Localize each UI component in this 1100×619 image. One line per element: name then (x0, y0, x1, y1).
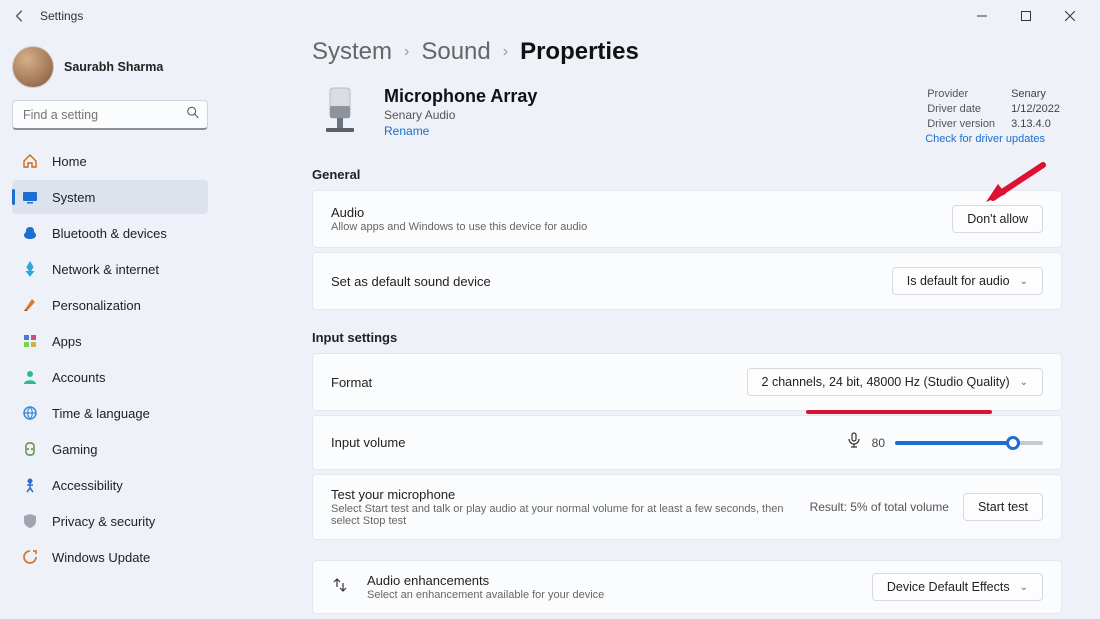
nav-label: Personalization (52, 298, 141, 313)
nav-icon (22, 297, 38, 313)
rename-link[interactable]: Rename (384, 124, 429, 138)
nav-label: Home (52, 154, 87, 169)
nav-label: System (52, 190, 95, 205)
volume-value: 80 (872, 436, 885, 450)
audio-row-title: Audio (331, 205, 952, 220)
device-provider: Senary Audio (384, 108, 925, 122)
test-mic-sub: Select Start test and talk or play audio… (331, 503, 810, 527)
nav-label: Time & language (52, 406, 150, 421)
default-device-title: Set as default sound device (331, 274, 892, 289)
sidebar-item-windows-update[interactable]: Windows Update (12, 540, 208, 574)
sidebar-item-bluetooth-devices[interactable]: Bluetooth & devices (12, 216, 208, 250)
nav-label: Apps (52, 334, 82, 349)
section-input: Input settings (312, 330, 1062, 345)
sidebar-item-apps[interactable]: Apps (12, 324, 208, 358)
breadcrumb-current: Properties (520, 38, 639, 66)
microphone-icon (846, 432, 862, 453)
input-volume-title: Input volume (331, 435, 846, 450)
test-mic-title: Test your microphone (331, 487, 810, 502)
minimize-button[interactable] (960, 2, 1004, 30)
nav-icon (22, 549, 38, 565)
nav-icon (22, 225, 38, 241)
nav-label: Bluetooth & devices (52, 226, 167, 241)
device-name: Microphone Array (384, 86, 925, 107)
nav-label: Gaming (52, 442, 98, 457)
chevron-down-icon: ⌄ (1020, 582, 1028, 593)
enhancements-icon (331, 576, 349, 599)
format-title: Format (331, 375, 747, 390)
sidebar: Saurabh Sharma Home System Bluetooth & dev… (0, 32, 220, 619)
nav-label: Accessibility (52, 478, 123, 493)
sidebar-item-time-language[interactable]: Time & language (12, 396, 208, 430)
sidebar-item-personalization[interactable]: Personalization (12, 288, 208, 322)
breadcrumb-system[interactable]: System (312, 38, 392, 66)
maximize-button[interactable] (1004, 2, 1048, 30)
slider-thumb[interactable] (1006, 436, 1020, 450)
back-button[interactable] (8, 4, 32, 28)
chevron-right-icon: › (404, 43, 409, 61)
breadcrumb-sound[interactable]: Sound (421, 38, 490, 66)
search-input[interactable] (12, 100, 208, 130)
user-profile[interactable]: Saurabh Sharma (12, 46, 208, 88)
nav-label: Privacy & security (52, 514, 155, 529)
enhancements-sub: Select an enhancement available for your… (367, 589, 872, 601)
volume-slider[interactable] (895, 441, 1043, 445)
main-content: System › Sound › Properties Microphone A… (220, 32, 1100, 619)
avatar (12, 46, 54, 88)
nav-icon (22, 153, 38, 169)
check-driver-updates-link[interactable]: Check for driver updates (925, 133, 1062, 145)
sidebar-item-accounts[interactable]: Accounts (12, 360, 208, 394)
nav-icon (22, 441, 38, 457)
breadcrumb: System › Sound › Properties (312, 38, 1062, 66)
sidebar-item-accessibility[interactable]: Accessibility (12, 468, 208, 502)
dont-allow-button[interactable]: Don't allow (952, 205, 1043, 233)
enhancements-select[interactable]: Device Default Effects ⌄ (872, 573, 1043, 601)
sidebar-item-gaming[interactable]: Gaming (12, 432, 208, 466)
nav-icon (22, 369, 38, 385)
nav-icon (22, 333, 38, 349)
start-test-button[interactable]: Start test (963, 493, 1043, 521)
section-general: General (312, 167, 1062, 182)
chevron-down-icon: ⌄ (1020, 377, 1028, 388)
nav-icon (22, 189, 38, 205)
nav-label: Accounts (52, 370, 105, 385)
chevron-right-icon: › (503, 43, 508, 61)
microphone-device-icon (312, 86, 368, 142)
window-title: Settings (40, 9, 83, 23)
test-result: Result: 5% of total volume (810, 500, 949, 514)
sidebar-item-privacy-security[interactable]: Privacy & security (12, 504, 208, 538)
nav-icon (22, 261, 38, 277)
default-device-select[interactable]: Is default for audio ⌄ (892, 267, 1043, 295)
enhancements-title: Audio enhancements (367, 573, 872, 588)
nav-label: Network & internet (52, 262, 159, 277)
audio-row-sub: Allow apps and Windows to use this devic… (331, 221, 952, 233)
close-button[interactable] (1048, 2, 1092, 30)
nav-icon (22, 405, 38, 421)
sidebar-item-home[interactable]: Home (12, 144, 208, 178)
nav-icon (22, 477, 38, 493)
search-icon (186, 106, 200, 125)
format-select[interactable]: 2 channels, 24 bit, 48000 Hz (Studio Qua… (747, 368, 1043, 396)
user-name: Saurabh Sharma (64, 60, 163, 74)
sidebar-item-system[interactable]: System (12, 180, 208, 214)
nav-icon (22, 513, 38, 529)
chevron-down-icon: ⌄ (1020, 276, 1028, 287)
driver-info-table: ProviderSenary Driver date1/12/2022 Driv… (925, 86, 1062, 133)
nav-label: Windows Update (52, 550, 150, 565)
sidebar-item-network-internet[interactable]: Network & internet (12, 252, 208, 286)
titlebar: Settings (0, 0, 1100, 32)
